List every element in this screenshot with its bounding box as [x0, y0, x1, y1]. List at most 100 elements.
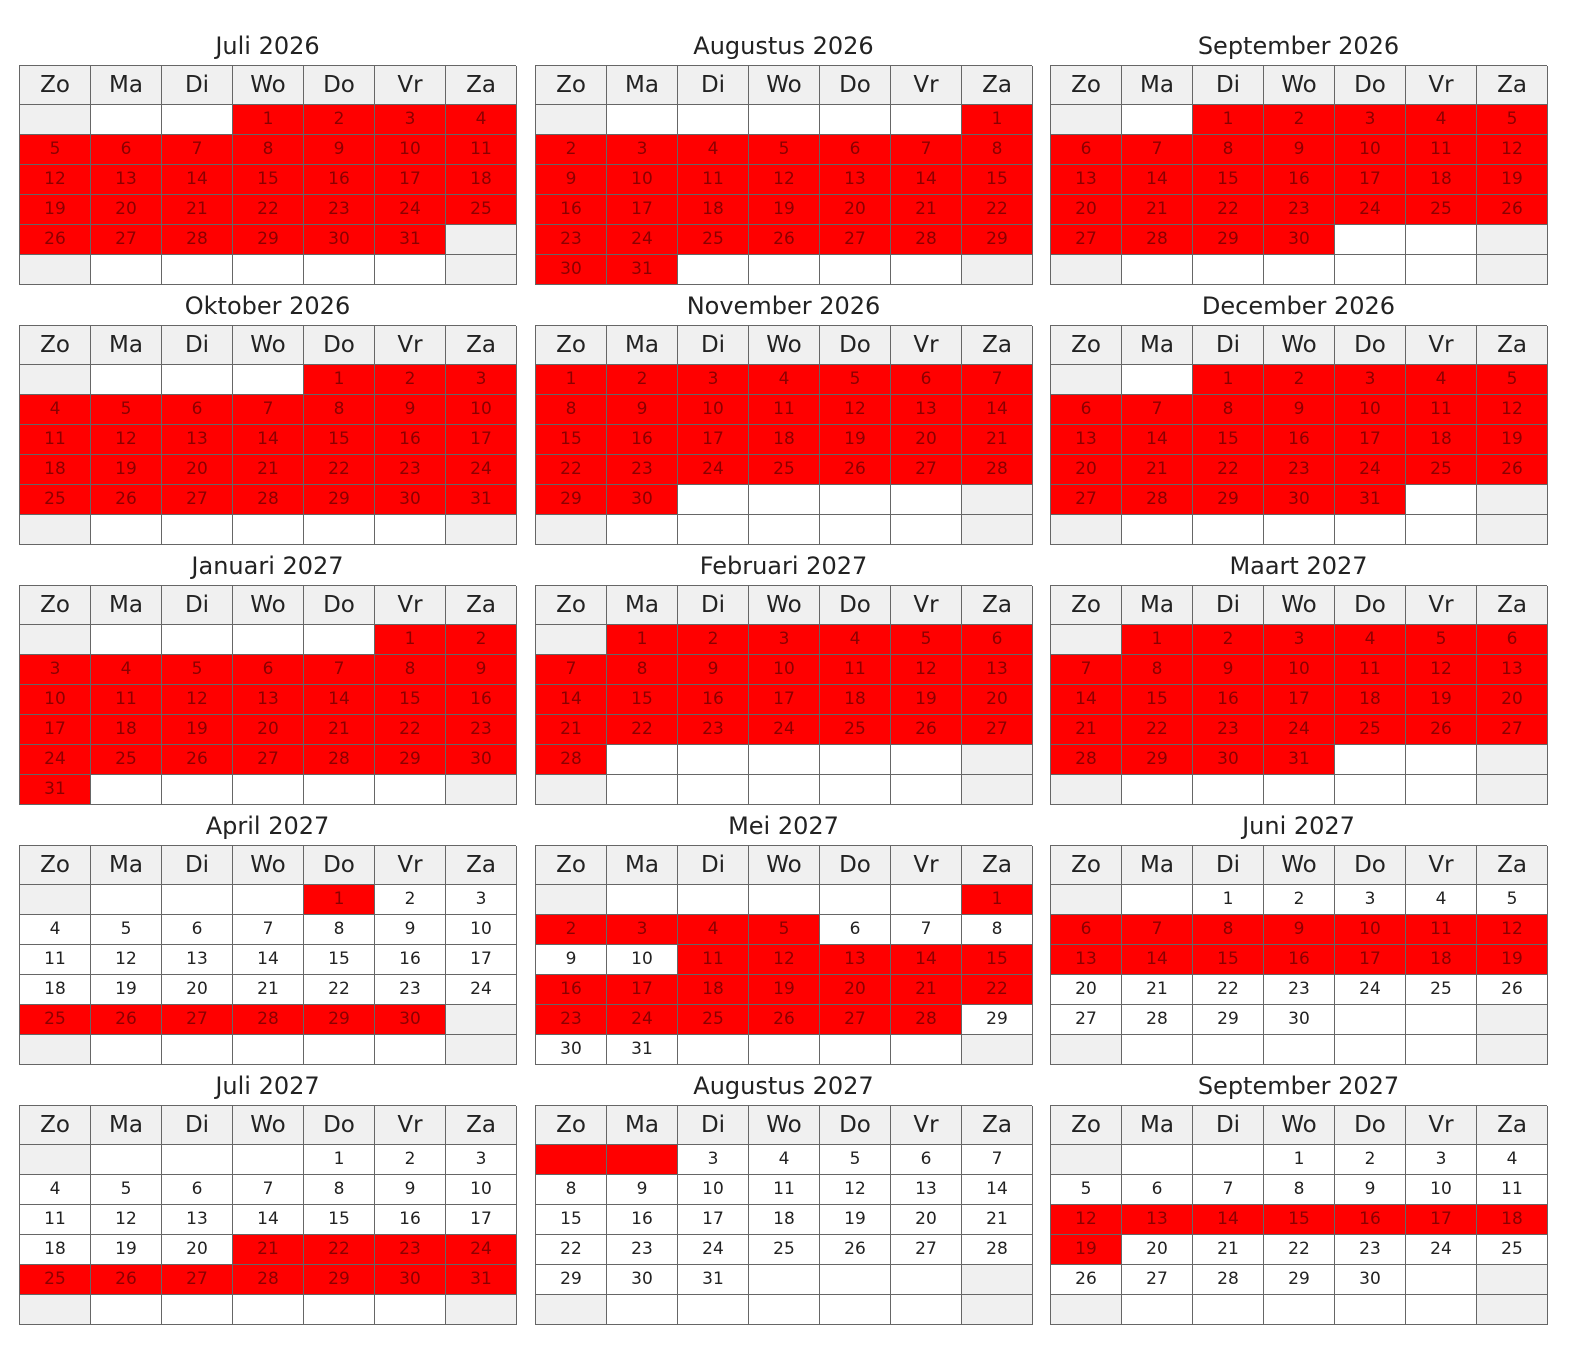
- booked-day: 16: [536, 195, 607, 225]
- weekday-header: Do: [1335, 326, 1406, 365]
- booked-day: 26: [20, 225, 91, 255]
- weekday-header: Ma: [1122, 1106, 1193, 1145]
- booked-day: 29: [1122, 745, 1193, 775]
- booked-day: 13: [1051, 165, 1122, 195]
- booked-day: 24: [375, 195, 446, 225]
- day-cell: [820, 105, 891, 135]
- booked-day: 22: [607, 715, 678, 745]
- weekday-header: Vr: [1406, 846, 1477, 885]
- day-cell: [607, 775, 678, 805]
- booked-day: 24: [607, 1005, 678, 1035]
- weekday-header: Ma: [91, 846, 162, 885]
- booked-day: 12: [1406, 655, 1477, 685]
- day-cell: 8: [304, 915, 375, 945]
- day-cell: 1: [1264, 1145, 1335, 1175]
- booked-day: 22: [304, 455, 375, 485]
- booked-day: 19: [1477, 425, 1548, 455]
- day-cell: [91, 365, 162, 395]
- day-cell: 15: [304, 1205, 375, 1235]
- day-cell: 3: [678, 1145, 749, 1175]
- day-cell: [536, 1295, 607, 1325]
- booked-day: 18: [91, 715, 162, 745]
- booked-day: 28: [162, 225, 233, 255]
- day-cell: 22: [1193, 975, 1264, 1005]
- day-cell: [162, 1295, 233, 1325]
- booked-day: 15: [962, 945, 1033, 975]
- day-cell: 12: [820, 1175, 891, 1205]
- booked-day: 31: [1264, 745, 1335, 775]
- day-cell: [20, 515, 91, 545]
- day-cell: [1051, 1295, 1122, 1325]
- booked-day: 26: [1477, 455, 1548, 485]
- booked-day: 15: [1264, 1205, 1335, 1235]
- booked-day: 19: [1477, 945, 1548, 975]
- booked-day: 14: [304, 685, 375, 715]
- booked-day: 20: [1477, 685, 1548, 715]
- weekday-header: Vr: [891, 326, 962, 365]
- day-cell: [536, 885, 607, 915]
- day-cell: 24: [446, 975, 517, 1005]
- weekday-header: Vr: [375, 846, 446, 885]
- booked-day: 3: [1335, 105, 1406, 135]
- day-cell: 3: [446, 885, 517, 915]
- booked-day: 13: [1051, 425, 1122, 455]
- booked-day: 17: [607, 195, 678, 225]
- day-cell: [820, 1265, 891, 1295]
- day-cell: 15: [536, 1205, 607, 1235]
- day-cell: 2: [1335, 1145, 1406, 1175]
- booked-day: 10: [20, 685, 91, 715]
- booked-day: 9: [607, 395, 678, 425]
- day-cell: 19: [91, 975, 162, 1005]
- booked-day: 7: [962, 365, 1033, 395]
- booked-day: 13: [233, 685, 304, 715]
- month-grid: Zo Ma Di Wo Do Vr Za 1 2 3 4 5 6 7 8 9 10 11 12 13 14 15 16 17 1…: [1050, 325, 1548, 545]
- weekday-header: Wo: [233, 586, 304, 625]
- booked-day: 5: [20, 135, 91, 165]
- day-cell: 12: [91, 1205, 162, 1235]
- booked-day: 24: [1335, 455, 1406, 485]
- month-title: September 2026: [1197, 32, 1400, 60]
- booked-day: 1: [607, 625, 678, 655]
- day-cell: 2: [375, 1145, 446, 1175]
- weekday-header: Vr: [375, 326, 446, 365]
- booked-day: 11: [1406, 915, 1477, 945]
- month-calendar: Maart 2027 Zo Ma Di Wo Do Vr Za 1 2 3 4 5 6 7 8 9 10 11 12 1…: [1050, 547, 1548, 805]
- booked-day: 19: [1406, 685, 1477, 715]
- weekday-header: Za: [446, 66, 517, 105]
- day-cell: [678, 745, 749, 775]
- month-grid: Zo Ma Di Wo Do Vr Za 1 2 3 4 5 6 7 8 9 10 11 12 13 14 15 16 17 1…: [19, 845, 517, 1065]
- booked-day: 22: [536, 455, 607, 485]
- booked-day: 20: [820, 975, 891, 1005]
- weekday-header: Za: [1477, 66, 1548, 105]
- day-cell: 2: [375, 885, 446, 915]
- booked-day: 7: [304, 655, 375, 685]
- booked-day: 29: [1193, 485, 1264, 515]
- booked-day: 14: [233, 425, 304, 455]
- booked-day: 24: [446, 1235, 517, 1265]
- day-cell: [749, 1265, 820, 1295]
- booked-day: 30: [446, 745, 517, 775]
- booked-day: 29: [304, 485, 375, 515]
- booked-day: 12: [91, 425, 162, 455]
- booked-day: 9: [304, 135, 375, 165]
- booked-day: 15: [1193, 425, 1264, 455]
- weekday-header: Do: [820, 586, 891, 625]
- day-cell: [891, 885, 962, 915]
- month-calendar: Augustus 2026 Zo Ma Di Wo Do Vr Za 1 2 3 4 5 6 7 8 9 10 11…: [535, 27, 1033, 285]
- day-cell: [162, 1035, 233, 1065]
- day-cell: 10: [1406, 1175, 1477, 1205]
- booked-day: 6: [962, 625, 1033, 655]
- booked-day: 27: [233, 745, 304, 775]
- weekday-header: Di: [162, 66, 233, 105]
- booked-day: 11: [678, 165, 749, 195]
- weekday-header: Ma: [607, 586, 678, 625]
- day-cell: [536, 515, 607, 545]
- weekday-header: Wo: [749, 846, 820, 885]
- month-grid: Zo Ma Di Wo Do Vr Za 3 4 5 6 7 8 9 10 11 12 13 14 15 16 17 18 1…: [535, 1105, 1033, 1325]
- booked-day: 5: [162, 655, 233, 685]
- booked-day: 10: [446, 395, 517, 425]
- day-cell: [1122, 1145, 1193, 1175]
- day-cell: 11: [20, 1205, 91, 1235]
- day-cell: [1264, 1035, 1335, 1065]
